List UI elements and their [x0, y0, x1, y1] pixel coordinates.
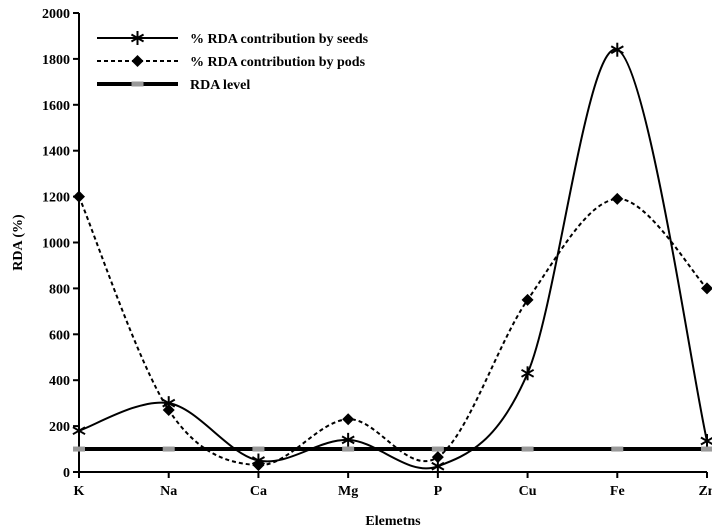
- series-group: [72, 42, 712, 474]
- y-tick-label: 400: [49, 374, 70, 389]
- y-tick-label: 200: [49, 420, 70, 435]
- x-tick-label: Mg: [338, 484, 358, 499]
- x-tick-label: Cu: [519, 484, 537, 499]
- data-point: [162, 446, 175, 452]
- y-tick-label: 1400: [42, 145, 70, 160]
- y-tick-label: 2000: [42, 7, 70, 22]
- y-tick-label: 800: [49, 282, 70, 297]
- legend-item: % RDA contribution by seeds: [97, 31, 369, 47]
- data-point: [611, 192, 624, 205]
- series-2: [73, 190, 712, 472]
- data-point: [611, 446, 624, 452]
- data-point: [341, 432, 355, 447]
- x-tick-label: Fe: [610, 484, 625, 499]
- y-axis-ticks: 0 200 400 600 800 1000 1200 1400 1600 1800 2000: [42, 7, 79, 481]
- data-point: [73, 446, 85, 452]
- legend: % RDA contribution by seeds % RDA contrib…: [97, 31, 369, 93]
- data-point: [342, 446, 355, 452]
- data-point: [252, 446, 265, 452]
- data-point: [700, 434, 712, 449]
- legend-label: % RDA contribution by seeds: [190, 32, 369, 47]
- axes: [78, 13, 707, 473]
- y-axis-label: RDA (%): [11, 214, 26, 271]
- legend-item: % RDA contribution by pods: [97, 55, 366, 70]
- x-axis-label: Elemetns: [365, 514, 421, 529]
- y-tick-label: 1600: [42, 99, 70, 114]
- legend-label: % RDA contribution by pods: [190, 55, 366, 70]
- data-point: [521, 366, 535, 381]
- data-point: [252, 459, 265, 472]
- series-3: [73, 446, 712, 452]
- data-point: [73, 190, 85, 203]
- data-point: [431, 446, 444, 452]
- legend-item: RDA level: [97, 78, 250, 93]
- series-line: [78, 48, 708, 470]
- y-tick-label: 600: [49, 328, 70, 343]
- y-tick-label: 0: [63, 466, 70, 481]
- legend-marker: [131, 81, 144, 87]
- legend-marker: [131, 55, 144, 67]
- data-point: [431, 451, 444, 464]
- legend-marker: [130, 31, 145, 45]
- data-point: [72, 423, 86, 438]
- data-point: [521, 446, 534, 452]
- data-point: [610, 42, 624, 57]
- data-point: [342, 413, 355, 426]
- y-tick-label: 1000: [42, 237, 70, 252]
- data-point: [701, 282, 712, 295]
- x-axis-ticks: K Na Ca Mg P Cu Fe Zn: [74, 472, 712, 499]
- x-tick-label: Ca: [250, 484, 267, 499]
- legend-label: RDA level: [190, 78, 250, 93]
- y-tick-label: 1800: [42, 53, 70, 68]
- x-tick-label: P: [434, 484, 443, 499]
- data-point: [701, 446, 712, 452]
- data-point: [162, 404, 175, 417]
- x-tick-label: Na: [160, 484, 177, 499]
- series-line: [78, 196, 708, 467]
- y-tick-label: 1200: [42, 191, 70, 206]
- data-point: [521, 293, 534, 306]
- x-tick-label: K: [74, 484, 85, 499]
- x-tick-label: Zn: [698, 484, 712, 499]
